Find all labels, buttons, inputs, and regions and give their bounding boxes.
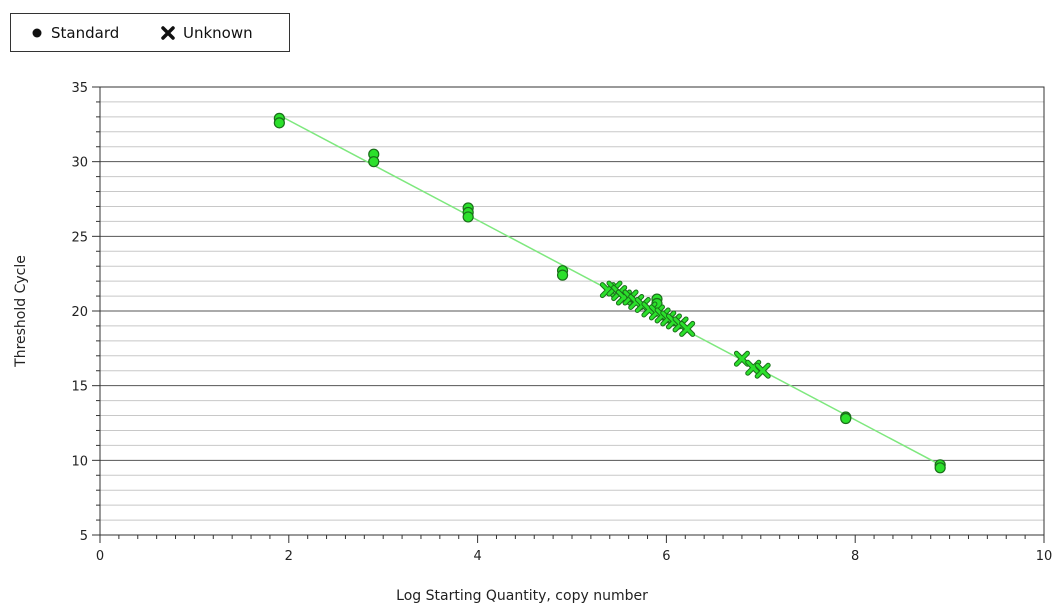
x-axis-title: Log Starting Quantity, copy number bbox=[396, 588, 648, 604]
y-axis-title: Threshold Cycle bbox=[13, 255, 29, 368]
circle-icon bbox=[32, 28, 42, 37]
x-tick-label: 6 bbox=[662, 549, 670, 564]
y-axis-ticks: 5 10 15 20 25 30 35 bbox=[71, 81, 100, 544]
x-cross-icon bbox=[161, 25, 175, 40]
y-tick-label: 5 bbox=[80, 529, 88, 544]
legend: Standard Unknown bbox=[10, 13, 290, 52]
standard-point bbox=[273, 117, 285, 129]
x-tick-label: 4 bbox=[473, 549, 481, 564]
y-tick-label: 20 bbox=[71, 305, 88, 320]
y-tick-label: 10 bbox=[71, 454, 88, 469]
x-tick-label: 10 bbox=[1036, 549, 1053, 564]
x-tick-label: 0 bbox=[96, 549, 104, 564]
legend-item-standard: Standard bbox=[31, 14, 119, 51]
minor-gridlines bbox=[100, 101, 1044, 521]
legend-label-standard: Standard bbox=[51, 23, 120, 42]
standard-point bbox=[368, 156, 380, 168]
standard-point bbox=[556, 269, 569, 281]
unknown-point bbox=[679, 320, 696, 337]
y-tick-label: 25 bbox=[71, 230, 88, 245]
x-tick-label: 2 bbox=[285, 549, 293, 564]
standard-point bbox=[840, 412, 852, 425]
standard-point bbox=[462, 211, 474, 223]
legend-label-unknown: Unknown bbox=[183, 23, 253, 42]
y-tick-label: 15 bbox=[71, 380, 88, 395]
major-gridlines bbox=[100, 161, 1044, 461]
y-tick-label: 35 bbox=[71, 81, 88, 96]
data-points bbox=[273, 112, 946, 474]
standard-point bbox=[934, 462, 946, 474]
y-tick-label: 30 bbox=[71, 156, 88, 171]
x-axis-ticks: 0 2 4 6 8 10 bbox=[96, 535, 1052, 564]
x-tick-label: 8 bbox=[851, 549, 859, 564]
unknown-point bbox=[754, 362, 771, 379]
legend-item-unknown: Unknown bbox=[161, 14, 253, 51]
